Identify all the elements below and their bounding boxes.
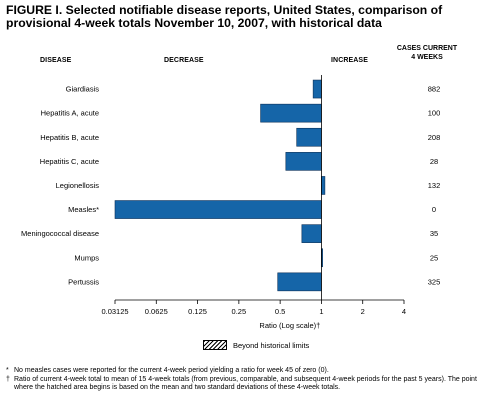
legend-label: Beyond historical limits [233, 340, 310, 350]
figure-title: FIGURE I. Selected notifiable disease re… [6, 4, 490, 30]
x-axis-label: Ratio (Log scale)† [259, 321, 320, 330]
cases-header-line-2: 4 WEEKS [411, 54, 443, 61]
cases-value: 132 [428, 181, 441, 190]
hatched-swatch-icon [203, 340, 227, 350]
cases-value: 35 [430, 229, 438, 238]
category-label: Meningococcal disease [21, 229, 99, 238]
cases-value: 325 [428, 277, 441, 286]
ratio-bar [277, 272, 322, 292]
footnotes: * No measles cases were reported for the… [6, 367, 490, 393]
increase-header: INCREASE [331, 57, 368, 64]
cases-value: 882 [428, 85, 441, 94]
cases-value: 28 [430, 157, 438, 166]
cases-column-header: CASES CURRENT 4 WEEKS [392, 44, 462, 62]
footnote-mark: † [6, 375, 10, 383]
category-label: Measles* [68, 205, 99, 214]
x-tick-label: 0.5 [275, 307, 285, 316]
title-line-2: provisional 4-week totals November 10, 2… [6, 16, 382, 30]
ratio-bar [296, 127, 322, 147]
ratio-bar [312, 79, 322, 99]
disease-column-header: DISEASE [40, 57, 72, 64]
x-tick-label: 1 [319, 307, 323, 316]
cases-value: 208 [428, 133, 441, 142]
category-label: Hepatitis C, acute [40, 157, 99, 166]
category-label: Hepatitis A, acute [41, 109, 99, 118]
cases-value: 25 [430, 253, 438, 262]
cases-value: 100 [428, 109, 441, 118]
legend: Beyond historical limits [203, 340, 309, 350]
ratio-bar [260, 103, 322, 123]
category-label: Giardiasis [66, 85, 100, 94]
footnote-text: No measles cases were reported for the c… [14, 367, 329, 374]
ratio-bar [301, 224, 322, 243]
footnote-mark: * [6, 367, 9, 374]
ratio-bar [285, 152, 322, 171]
cases-header-line-1: CASES CURRENT [396, 45, 458, 52]
x-tick-label: 0.125 [188, 307, 207, 316]
x-tick-label: 0.25 [232, 307, 247, 316]
x-tick-label: 4 [402, 307, 406, 316]
category-label: Legionellosis [56, 181, 100, 190]
x-tick-label: 2 [361, 307, 365, 316]
title-line-1: FIGURE I. Selected notifiable disease re… [6, 3, 443, 17]
footnote-text: Ratio of current 4-week total to mean of… [14, 375, 477, 392]
ratio-bar [114, 200, 322, 219]
footnote-measles: * No measles cases were reported for the… [6, 367, 490, 376]
footnote-ratio: † Ratio of current 4-week total to mean … [6, 376, 490, 393]
category-label: Hepatitis B, acute [40, 133, 99, 142]
x-tick-label: 0.03125 [101, 307, 128, 316]
category-label: Pertussis [68, 277, 99, 286]
ratio-bar [321, 176, 326, 195]
x-tick-label: 0.0625 [145, 307, 168, 316]
cases-value: 0 [432, 205, 436, 214]
category-label: Mumps [74, 253, 99, 262]
decrease-header: DECREASE [164, 57, 204, 64]
